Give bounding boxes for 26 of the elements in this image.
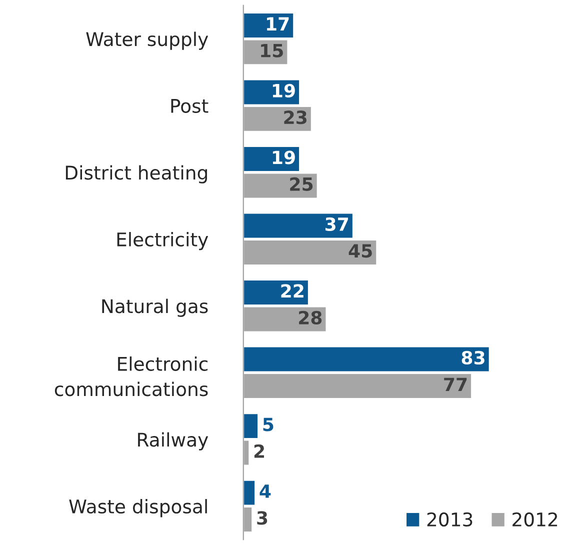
data-label: 4	[260, 484, 271, 498]
data-label: 25	[290, 177, 313, 191]
data-label: 2	[254, 444, 264, 458]
y-tick-label: District heating	[66, 165, 207, 184]
y-tick-label: Post	[171, 99, 208, 113]
y-tick-label: Natural gas	[102, 298, 208, 317]
legend-label: 2013	[427, 512, 472, 527]
data-label: 15	[261, 44, 283, 58]
data-label: 3	[257, 511, 268, 525]
data-label: 23	[284, 110, 306, 124]
data-label: 19	[272, 84, 295, 98]
data-label: 45	[348, 244, 372, 258]
data-label: 17	[267, 17, 289, 30]
data-label: 19	[272, 150, 295, 164]
data-label: 5	[263, 418, 274, 432]
y-tick-label: Electronic communications	[54, 356, 208, 396]
data-label: 37	[326, 217, 348, 232]
y-tick-label: Waste disposal	[69, 499, 207, 518]
y-tick-label: Railway	[138, 432, 208, 450]
data-label: 22	[281, 284, 304, 298]
data-label: 77	[444, 378, 467, 391]
y-tick-label: Water supply	[86, 32, 208, 50]
legend-label: 2012	[512, 512, 558, 527]
y-tick-label: Electricity	[117, 232, 208, 250]
data-label: 28	[299, 310, 322, 324]
data-label: 83	[462, 350, 484, 365]
